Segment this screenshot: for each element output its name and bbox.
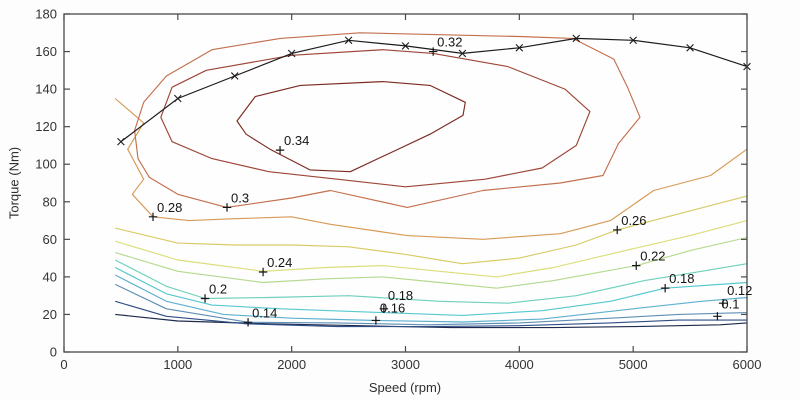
x-marker xyxy=(174,94,182,103)
contour-label: 0.3 xyxy=(231,190,249,205)
x-tick-label: 1000 xyxy=(163,357,192,372)
x-marker xyxy=(458,49,467,58)
contour-label: 0.12 xyxy=(727,283,752,298)
contour-label: 0.16 xyxy=(380,300,405,315)
contour-label-plus xyxy=(379,304,389,314)
contour-label-plus xyxy=(718,298,728,308)
contour-label-plus xyxy=(200,294,210,303)
contour-label: 0.32 xyxy=(437,35,462,50)
contour-label: 0.28 xyxy=(157,200,182,215)
contour-label: 0.34 xyxy=(284,133,309,148)
x-marker xyxy=(117,137,125,146)
y-tick-label: 0 xyxy=(50,345,57,360)
y-tick-label: 140 xyxy=(35,82,57,97)
y-tick-label: 60 xyxy=(43,232,57,247)
x-marker xyxy=(629,36,637,45)
x-marker xyxy=(686,44,694,52)
contour-label-plus xyxy=(713,312,722,321)
contour-line-0.12 xyxy=(115,300,747,328)
contour-line-0.18 xyxy=(114,266,748,316)
x-tick-label: 2000 xyxy=(277,357,306,372)
x-marker xyxy=(515,44,524,52)
contour-label-plus xyxy=(243,318,253,327)
x-marker xyxy=(572,34,581,43)
contour-label-plus xyxy=(148,212,158,221)
contour-label-plus xyxy=(428,47,438,56)
contour-line-0.22 xyxy=(115,236,748,289)
contour-label: 0.22 xyxy=(640,249,665,264)
contour-line-0.3 xyxy=(134,32,641,208)
x-tick-label: 4000 xyxy=(505,357,534,372)
x-marker xyxy=(344,36,353,45)
contour-line-0.2 xyxy=(114,259,748,304)
y-axis-title: Torque (Nm) xyxy=(6,146,22,220)
contour-label-plus xyxy=(222,203,232,212)
max-torque-line xyxy=(120,37,748,143)
contour-label-plus xyxy=(371,316,381,325)
y-tick-label: 120 xyxy=(35,119,57,134)
y-tick-label: 180 xyxy=(35,7,57,22)
contour-line-0.24 xyxy=(115,220,748,278)
contour-line-0.32 xyxy=(160,49,591,188)
x-axis-title: Speed (rpm) xyxy=(368,380,442,395)
contour-label: 0.24 xyxy=(267,255,292,270)
x-marker xyxy=(287,49,296,58)
contour-line-0.34 xyxy=(236,81,466,173)
contour-label-plus xyxy=(632,261,641,270)
x-tick-label: 0 xyxy=(60,357,67,372)
x-marker xyxy=(401,42,410,50)
contour-label: 0.2 xyxy=(209,281,227,296)
x-marker xyxy=(230,72,239,80)
contour-label: 0.14 xyxy=(252,305,277,320)
contour-label-plus xyxy=(275,145,285,155)
y-tick-label: 20 xyxy=(43,307,57,322)
y-tick-label: 100 xyxy=(35,157,57,172)
contour-label: 0.1 xyxy=(721,296,739,311)
contour-label: 0.26 xyxy=(621,213,646,228)
contour-label-plus xyxy=(613,225,622,235)
contour-label: 0.18 xyxy=(669,271,694,286)
contour-label: 0.18 xyxy=(388,288,413,303)
contour-line-0.16 xyxy=(114,274,748,323)
contour-label-plus xyxy=(660,283,670,293)
contour-line-0.14 xyxy=(114,283,748,326)
contour-line-0.28 xyxy=(114,98,748,240)
y-tick-label: 80 xyxy=(43,194,57,209)
y-tick-label: 160 xyxy=(35,44,57,59)
contour-label-plus xyxy=(258,267,268,277)
contour-line-0.1 xyxy=(115,313,748,329)
x-tick-label: 3000 xyxy=(391,357,420,372)
x-tick-label: 5000 xyxy=(619,357,648,372)
y-tick-label: 40 xyxy=(43,269,57,284)
x-tick-label: 6000 xyxy=(733,357,762,372)
contour-line-0.26 xyxy=(115,195,748,265)
